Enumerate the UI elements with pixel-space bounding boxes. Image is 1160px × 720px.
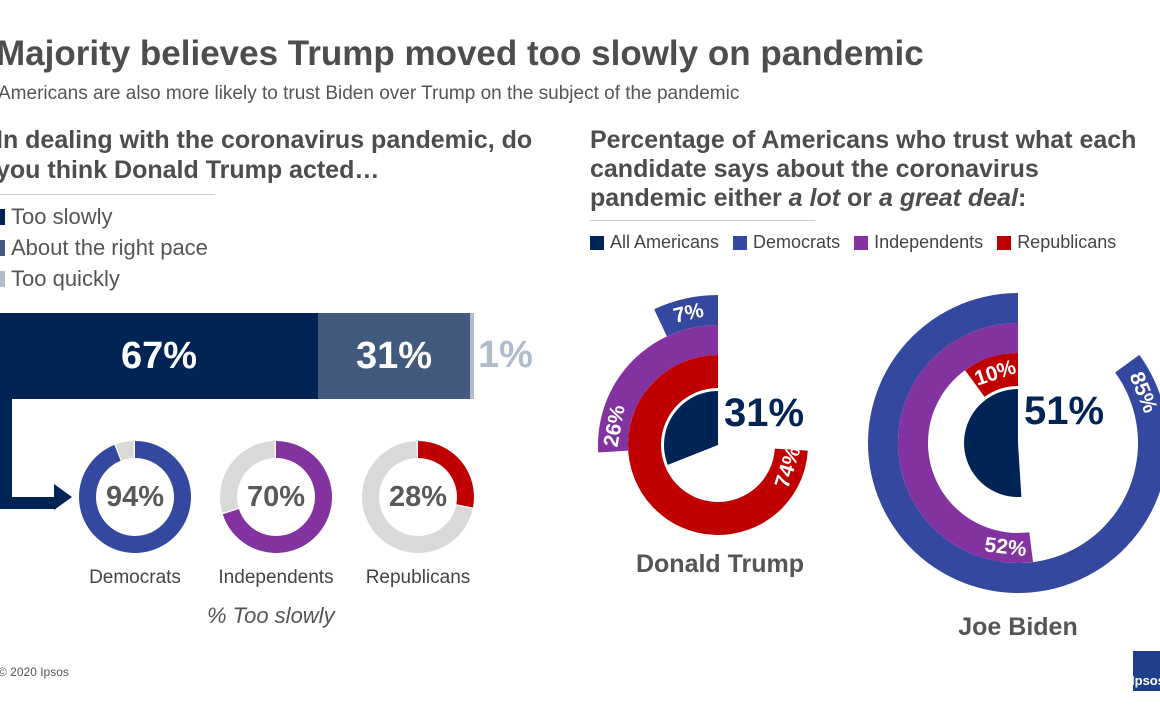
donut-caption-republicans: Republicans (365, 567, 471, 588)
donut-segment-democrats (78, 441, 191, 554)
bar-too-quickly (470, 313, 474, 399)
legend-too-slowly: Too slowly (0, 204, 208, 230)
page-subtitle: Americans are also more likely to trust … (0, 83, 740, 104)
legend-label: Democrats (753, 232, 841, 252)
donut-caption-independents: Independents (218, 567, 334, 588)
q-part: a lot (788, 184, 841, 212)
radial-bar-republicans (628, 355, 808, 536)
ipsos-logo: Ipsos (1131, 651, 1160, 691)
swatch (0, 240, 5, 256)
q-part: Percentage of Americans who trust what e… (590, 126, 1137, 212)
right-legend: All Americans Democrats Independents Rep… (590, 232, 1116, 253)
swatch (733, 235, 748, 250)
legend-right-pace: About the right pace (0, 235, 208, 261)
donut-value-label: 28% (389, 481, 447, 513)
donut-segment-independents (222, 441, 332, 553)
swatch (590, 235, 604, 250)
legend-all: All Americans (590, 232, 719, 253)
legend-too-quickly: Too quickly (0, 266, 208, 292)
legend-label: Too slowly (11, 204, 113, 229)
radial-bar-democrats (654, 295, 718, 337)
left-question: In dealing with the coronavirus pandemic… (0, 126, 533, 184)
radial-bar-label-ind: 52% (983, 533, 1028, 561)
bar-label-too-quickly: 1% (478, 334, 533, 376)
divider (0, 194, 215, 195)
donut-caption-democrats: Democrats (89, 567, 181, 588)
radial-bar-all-americans (664, 391, 718, 465)
bar-right-pace: 31% (318, 313, 470, 399)
legend-label: All Americans (610, 232, 720, 252)
legend-label: Independents (874, 232, 984, 252)
left-legend: Too slowly About the right pace Too quic… (0, 204, 208, 292)
arrow-head-icon (54, 484, 72, 510)
donut-group-caption: % Too slowly (207, 603, 335, 628)
legend-independents: Independents (854, 232, 983, 253)
swatch (0, 271, 5, 287)
radial-bar-independents (898, 323, 1034, 563)
q-part: or (840, 184, 879, 212)
donut-remainder (115, 441, 134, 461)
legend-democrats: Democrats (733, 232, 840, 253)
donut-value-label: 70% (247, 481, 305, 513)
bar-too-slowly: 67% (0, 313, 318, 399)
q-part: a great deal (878, 184, 1018, 212)
swatch (0, 209, 5, 225)
divider (590, 220, 815, 221)
swatch (997, 235, 1012, 250)
bar-label: 31% (355, 334, 433, 377)
legend-label: Too quickly (11, 266, 120, 291)
page-title: Majority believes Trump moved too slowly… (0, 34, 924, 73)
radial-bar-independents (598, 325, 718, 453)
swatch (854, 235, 869, 250)
bar-label: 67% (120, 334, 198, 377)
radial-bar-republicans (965, 353, 1018, 397)
legend-label: About the right pace (11, 235, 208, 260)
radial-bar-all-americans (964, 389, 1022, 497)
right-question: Percentage of Americans who trust what e… (590, 126, 1155, 213)
donut-remainder (362, 441, 473, 554)
copyright: © 2020 Ipsos (0, 665, 69, 679)
all-americans-value-label: 31% (724, 391, 804, 435)
donut-value-label: 94% (106, 481, 164, 513)
legend-label: Republicans (1017, 232, 1117, 252)
arrow-connector (0, 399, 56, 509)
candidate-label-trump: Donald Trump (635, 550, 805, 578)
donut-remainder (220, 441, 275, 513)
q-part: : (1017, 184, 1027, 212)
legend-republicans: Republicans (997, 232, 1116, 253)
donut-segment-republicans (418, 441, 474, 508)
all-americans-value-label: 51% (1024, 389, 1104, 433)
candidate-label-biden: Joe Biden (958, 613, 1078, 641)
